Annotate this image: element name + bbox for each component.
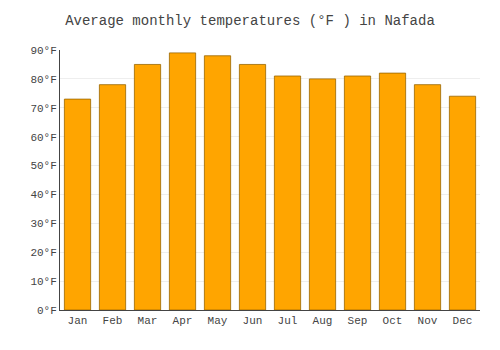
svg-text:Feb: Feb (103, 315, 123, 327)
svg-text:Apr: Apr (173, 315, 193, 327)
svg-text:Mar: Mar (138, 315, 158, 327)
svg-text:Sep: Sep (348, 315, 368, 327)
svg-text:Dec: Dec (453, 315, 473, 327)
svg-text:10°F: 10°F (30, 276, 56, 288)
svg-text:90°F: 90°F (30, 45, 56, 57)
svg-text:May: May (208, 315, 228, 327)
svg-text:Jul: Jul (278, 315, 298, 327)
svg-text:50°F: 50°F (30, 160, 56, 172)
svg-text:Jan: Jan (68, 315, 88, 327)
svg-text:Oct: Oct (383, 315, 403, 327)
svg-text:70°F: 70°F (30, 103, 56, 115)
svg-text:80°F: 80°F (30, 74, 56, 86)
svg-text:30°F: 30°F (30, 218, 56, 230)
svg-text:Average monthly temperatures (: Average monthly temperatures (°F ) in Na… (65, 13, 435, 29)
svg-text:40°F: 40°F (30, 189, 56, 201)
svg-text:60°F: 60°F (30, 132, 56, 144)
svg-text:Nov: Nov (418, 315, 438, 327)
svg-text:0°F: 0°F (37, 305, 57, 317)
svg-text:Jun: Jun (243, 315, 263, 327)
svg-text:20°F: 20°F (30, 247, 56, 259)
svg-text:Aug: Aug (313, 315, 333, 327)
